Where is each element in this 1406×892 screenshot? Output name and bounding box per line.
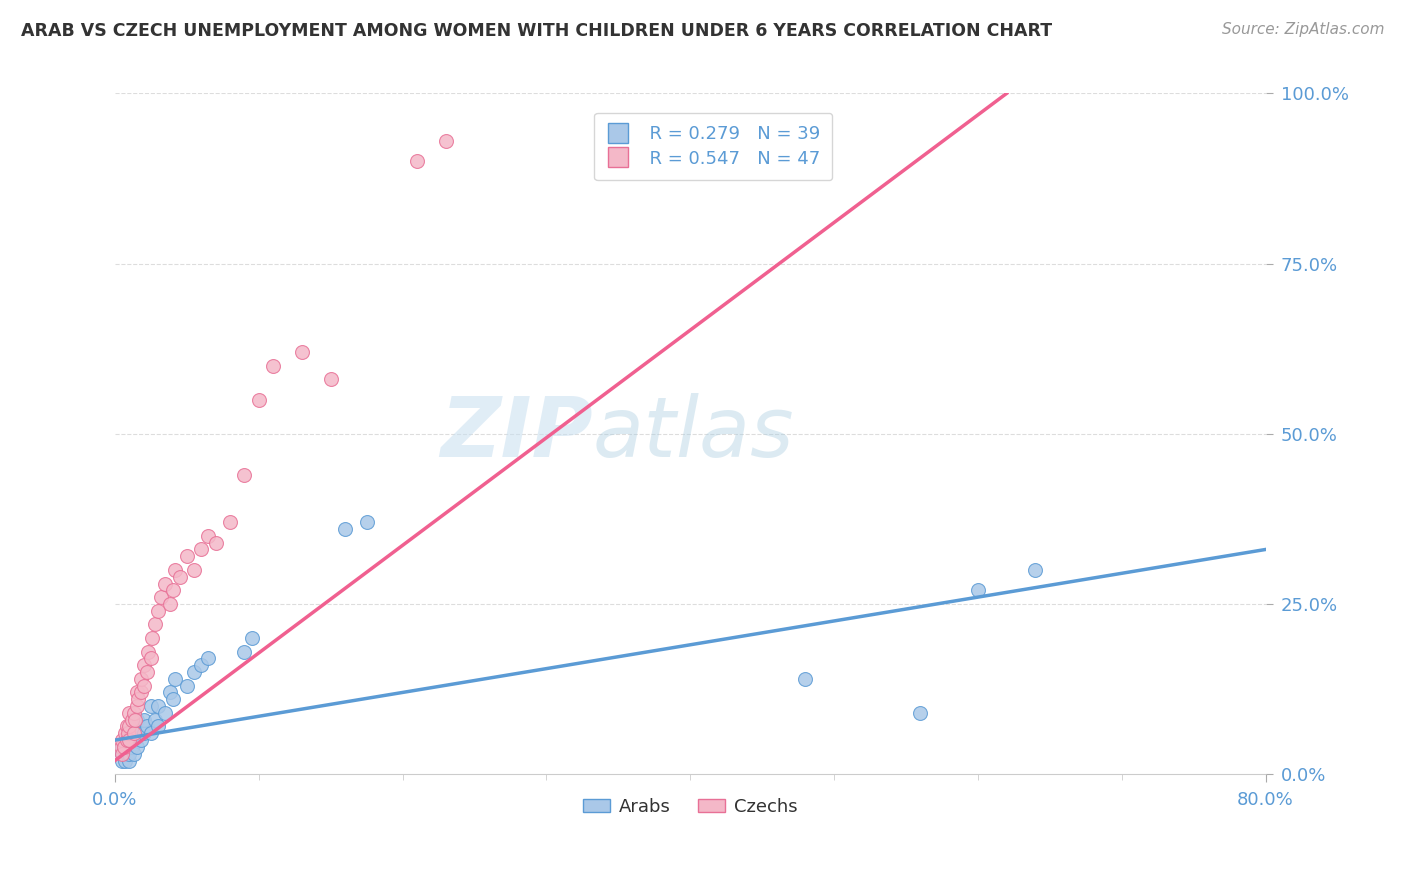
Point (118, 733, 141, 747)
Point (262, 359, 284, 373)
Point (143, 713, 166, 727)
Point (125, 713, 148, 727)
Point (319, 372, 342, 386)
Point (197, 529, 219, 543)
Point (406, 154, 429, 169)
Point (356, 515, 378, 529)
Point (129, 685, 152, 699)
Point (111, 739, 134, 754)
Point (125, 726, 148, 740)
Point (794, 672, 817, 686)
Point (117, 726, 139, 740)
Point (162, 583, 184, 598)
Point (129, 672, 152, 686)
Point (139, 651, 162, 665)
Point (118, 719, 141, 733)
Point (122, 726, 145, 740)
Point (146, 719, 169, 733)
Point (115, 719, 138, 733)
Point (115, 747, 138, 761)
Point (135, 719, 157, 733)
Point (118, 747, 141, 761)
Point (124, 713, 146, 727)
Point (111, 747, 134, 761)
Point (165, 672, 187, 686)
Legend: Arabs, Czechs: Arabs, Czechs (575, 790, 804, 823)
Point (190, 658, 212, 673)
Point (155, 706, 177, 720)
Point (110, 739, 132, 754)
Point (125, 685, 148, 699)
Point (111, 733, 134, 747)
Text: atlas: atlas (592, 393, 794, 475)
Point (114, 726, 136, 740)
Point (129, 733, 152, 747)
Point (132, 658, 155, 673)
Point (219, 515, 242, 529)
Point (150, 590, 173, 604)
Point (176, 679, 198, 693)
Text: ZIP: ZIP (440, 393, 592, 475)
Point (146, 604, 169, 618)
Point (121, 739, 143, 754)
Point (967, 583, 990, 598)
Point (169, 570, 191, 584)
Point (125, 699, 148, 714)
Point (141, 631, 163, 645)
Point (118, 754, 141, 768)
Point (114, 754, 136, 768)
Point (115, 733, 138, 747)
Point (132, 713, 155, 727)
Point (183, 563, 205, 577)
Point (122, 747, 145, 761)
Point (197, 651, 219, 665)
Point (121, 713, 143, 727)
Point (136, 644, 159, 658)
Point (190, 542, 212, 557)
Point (910, 706, 932, 720)
Point (159, 685, 181, 699)
Point (434, 134, 457, 148)
Point (118, 706, 141, 720)
Point (118, 726, 141, 740)
Point (183, 665, 205, 679)
Point (135, 665, 157, 679)
Point (1024, 563, 1046, 577)
Point (112, 739, 135, 754)
Point (143, 617, 166, 632)
Point (132, 679, 155, 693)
Point (240, 631, 263, 645)
Point (204, 535, 226, 549)
Text: Source: ZipAtlas.com: Source: ZipAtlas.com (1222, 22, 1385, 37)
Point (111, 754, 134, 768)
Text: ARAB VS CZECH UNEMPLOYMENT AMONG WOMEN WITH CHILDREN UNDER 6 YEARS CORRELATION C: ARAB VS CZECH UNEMPLOYMENT AMONG WOMEN W… (21, 22, 1052, 40)
Point (165, 563, 187, 577)
Point (233, 467, 256, 482)
Point (176, 549, 198, 564)
Point (233, 644, 256, 658)
Point (122, 706, 145, 720)
Point (291, 345, 314, 359)
Point (127, 692, 149, 706)
Point (159, 597, 181, 611)
Point (162, 692, 184, 706)
Point (118, 733, 141, 747)
Point (125, 739, 148, 754)
Point (132, 726, 155, 740)
Point (247, 392, 270, 407)
Point (333, 522, 356, 536)
Point (139, 699, 162, 714)
Point (139, 726, 162, 740)
Point (111, 747, 134, 761)
Point (146, 699, 169, 714)
Point (155, 576, 177, 591)
